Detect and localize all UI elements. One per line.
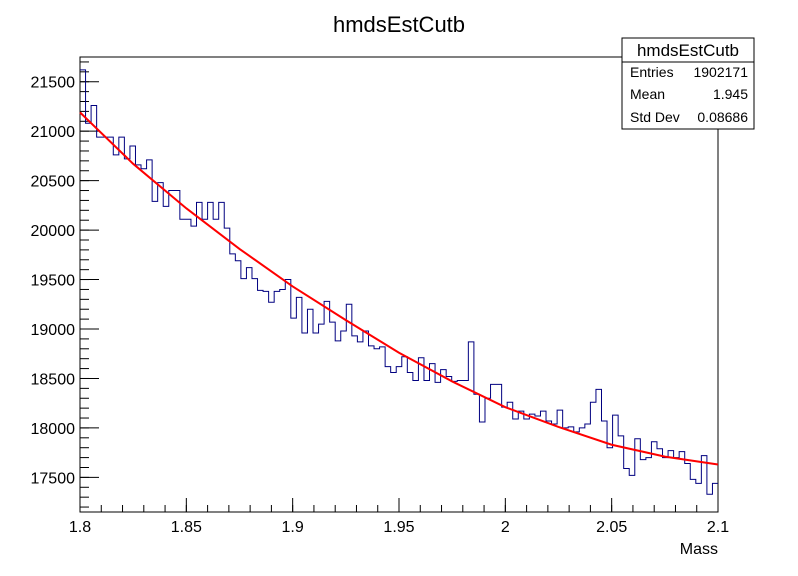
y-tick-label: 19000 <box>31 322 76 339</box>
x-tick-label: 2.1 <box>707 519 729 536</box>
x-axis-label: Mass <box>680 541 718 558</box>
x-tick-label: 1.95 <box>383 519 414 536</box>
y-tick-label: 17500 <box>31 470 76 487</box>
histogram-series <box>80 69 718 495</box>
y-tick-label: 21000 <box>31 124 76 141</box>
y-tick-label: 20000 <box>31 223 76 240</box>
y-tick-label: 18500 <box>31 371 76 388</box>
stats-mean-value: 1.945 <box>713 86 748 102</box>
x-tick-label: 1.8 <box>69 519 91 536</box>
stats-box-frame <box>621 37 755 130</box>
x-axis: 1.8 1.85 1.9 1.95 2 2.05 2.1 <box>69 498 729 536</box>
y-tick-label: 21500 <box>31 75 76 92</box>
y-axis: 17500 18000 18500 19000 19500 20000 20500 21000… <box>31 61 99 508</box>
stats-stddev-label: Std Dev <box>630 109 680 125</box>
y-tick-label: 19500 <box>31 273 76 290</box>
stats-stddev-value: 0.08686 <box>697 109 748 125</box>
chart-title: hmdsEstCutb <box>333 12 465 37</box>
y-tick-label: 20500 <box>31 174 76 191</box>
stats-box-title: hmdsEstCutb <box>637 41 739 60</box>
stats-mean-label: Mean <box>630 86 665 102</box>
stats-entries-value: 1902171 <box>693 64 748 80</box>
y-tick-label: 18000 <box>31 421 76 438</box>
x-tick-label: 1.9 <box>282 519 304 536</box>
x-tick-label: 2 <box>501 519 510 536</box>
stats-box: hmdsEstCutb Entries 1902171 Mean 1.945 S… <box>621 37 755 130</box>
stats-entries-label: Entries <box>630 64 674 80</box>
fit-curve <box>79 111 719 466</box>
x-tick-label: 1.85 <box>171 519 202 536</box>
x-tick-label: 2.05 <box>596 519 627 536</box>
